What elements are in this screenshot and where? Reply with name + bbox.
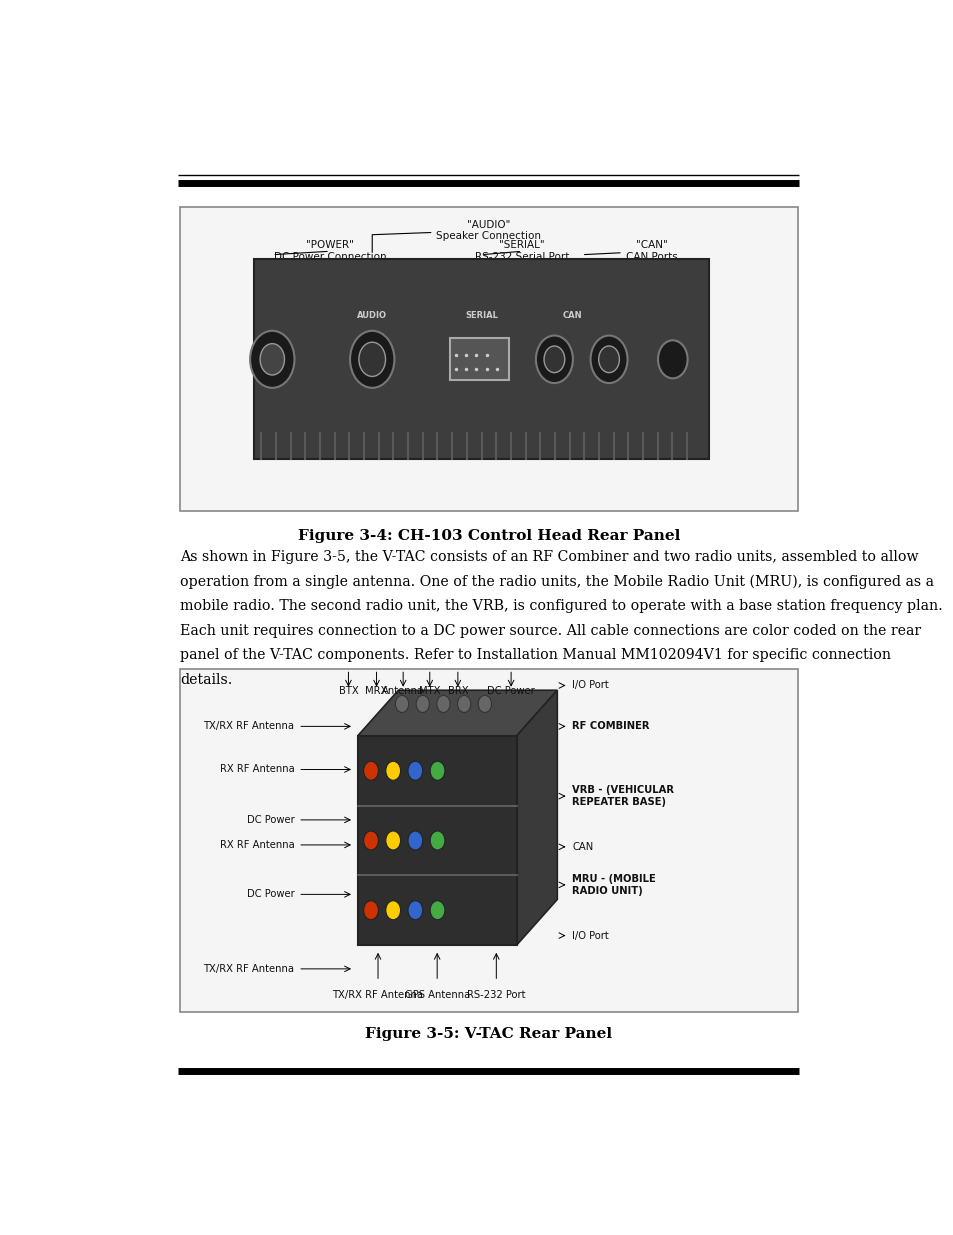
Text: MRX: MRX <box>365 687 387 697</box>
Bar <box>180 207 797 511</box>
Circle shape <box>363 831 378 850</box>
Text: BTX: BTX <box>338 687 358 697</box>
Text: DC Power: DC Power <box>247 815 294 825</box>
Text: "POWER"
DC Power Connection: "POWER" DC Power Connection <box>274 241 386 262</box>
Text: Each unit requires connection to a DC power source. All cable connections are co: Each unit requires connection to a DC po… <box>180 624 920 637</box>
Text: BRX: BRX <box>447 687 468 697</box>
Text: RF COMBINER: RF COMBINER <box>572 721 649 731</box>
Circle shape <box>536 336 573 383</box>
Text: TX/RX RF Antenna: TX/RX RF Antenna <box>203 721 294 731</box>
Circle shape <box>416 695 429 713</box>
Circle shape <box>350 331 394 388</box>
Circle shape <box>385 761 400 781</box>
Circle shape <box>598 346 618 373</box>
Text: RX RF Antenna: RX RF Antenna <box>219 764 294 774</box>
Circle shape <box>590 336 627 383</box>
Text: DC Power: DC Power <box>487 687 535 697</box>
Text: "AUDIO"
Speaker Connection: "AUDIO" Speaker Connection <box>372 220 541 252</box>
Text: SERIAL: SERIAL <box>465 311 497 320</box>
Text: MRU - (MOBILE
RADIO UNIT): MRU - (MOBILE RADIO UNIT) <box>572 874 655 895</box>
Circle shape <box>395 695 408 713</box>
Text: I/O Port: I/O Port <box>572 931 608 941</box>
Text: details.: details. <box>180 673 232 687</box>
Text: I/O Port: I/O Port <box>572 680 608 690</box>
Text: Antenna: Antenna <box>382 687 424 697</box>
Text: RS-232 Port: RS-232 Port <box>467 990 525 1000</box>
Text: MTX: MTX <box>418 687 440 697</box>
Bar <box>180 669 797 1011</box>
Text: TX/RX RF Antenna: TX/RX RF Antenna <box>203 963 294 974</box>
Text: "SERIAL"
RS-232 Serial Port: "SERIAL" RS-232 Serial Port <box>475 241 569 262</box>
Circle shape <box>436 695 450 713</box>
Circle shape <box>260 343 284 375</box>
Text: RX RF Antenna: RX RF Antenna <box>219 840 294 850</box>
Circle shape <box>385 831 400 850</box>
Text: TX/RX RF Antenna: TX/RX RF Antenna <box>333 990 423 1000</box>
Text: Figure 3-5: V-TAC Rear Panel: Figure 3-5: V-TAC Rear Panel <box>365 1026 612 1041</box>
Circle shape <box>363 761 378 781</box>
Text: Figure 3-4: CH-103 Control Head Rear Panel: Figure 3-4: CH-103 Control Head Rear Pan… <box>297 529 679 542</box>
Text: AUDIO: AUDIO <box>356 311 387 320</box>
Bar <box>357 736 517 945</box>
Text: operation from a single antenna. One of the radio units, the Mobile Radio Unit (: operation from a single antenna. One of … <box>180 574 933 589</box>
Circle shape <box>408 900 422 920</box>
Circle shape <box>430 831 444 850</box>
Text: CAN: CAN <box>572 842 593 852</box>
Text: GPS Antenna: GPS Antenna <box>404 990 469 1000</box>
Bar <box>253 259 708 459</box>
Text: VRB - (VEHICULAR
REPEATER BASE): VRB - (VEHICULAR REPEATER BASE) <box>572 785 674 806</box>
Circle shape <box>385 900 400 920</box>
Circle shape <box>457 695 471 713</box>
Polygon shape <box>357 690 557 736</box>
Text: DC Power: DC Power <box>247 889 294 899</box>
Circle shape <box>477 695 491 713</box>
Text: panel of the V-TAC components. Refer to Installation Manual MM102094V1 for speci: panel of the V-TAC components. Refer to … <box>180 648 890 662</box>
Text: mobile radio. The second radio unit, the VRB, is configured to operate with a ba: mobile radio. The second radio unit, the… <box>180 599 942 613</box>
Polygon shape <box>517 690 557 945</box>
Circle shape <box>658 341 687 378</box>
Circle shape <box>430 761 444 781</box>
Text: As shown in Figure 3-5, the V-TAC consists of an RF Combiner and two radio units: As shown in Figure 3-5, the V-TAC consis… <box>180 550 918 563</box>
Text: CAN: CAN <box>562 311 582 320</box>
Circle shape <box>363 900 378 920</box>
Bar <box>449 338 508 380</box>
Circle shape <box>250 331 294 388</box>
Circle shape <box>408 831 422 850</box>
Circle shape <box>358 342 385 377</box>
Circle shape <box>543 346 564 373</box>
Circle shape <box>408 761 422 781</box>
Text: "CAN"
CAN Ports: "CAN" CAN Ports <box>584 241 677 262</box>
Circle shape <box>430 900 444 920</box>
